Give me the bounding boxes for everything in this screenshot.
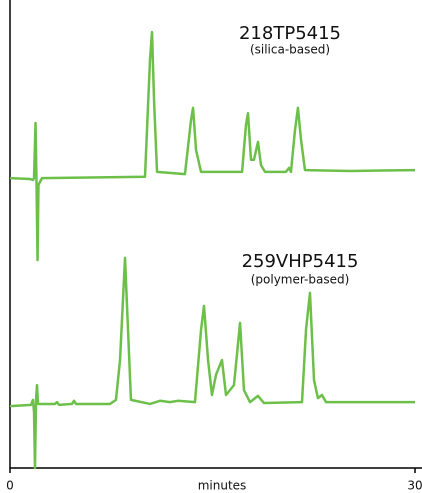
trace [9, 256, 415, 470]
trace-name: 218TP5415 [239, 23, 341, 44]
trace-note: (silica-based) [250, 43, 330, 57]
trace [9, 30, 416, 262]
trace-note: (polymer-based) [251, 273, 350, 287]
x-axis-label: minutes [198, 479, 247, 493]
x-tick-label: 0 [6, 479, 14, 493]
x-tick-label: 30 [407, 479, 422, 493]
trace-name: 259VHP5415 [242, 251, 359, 272]
